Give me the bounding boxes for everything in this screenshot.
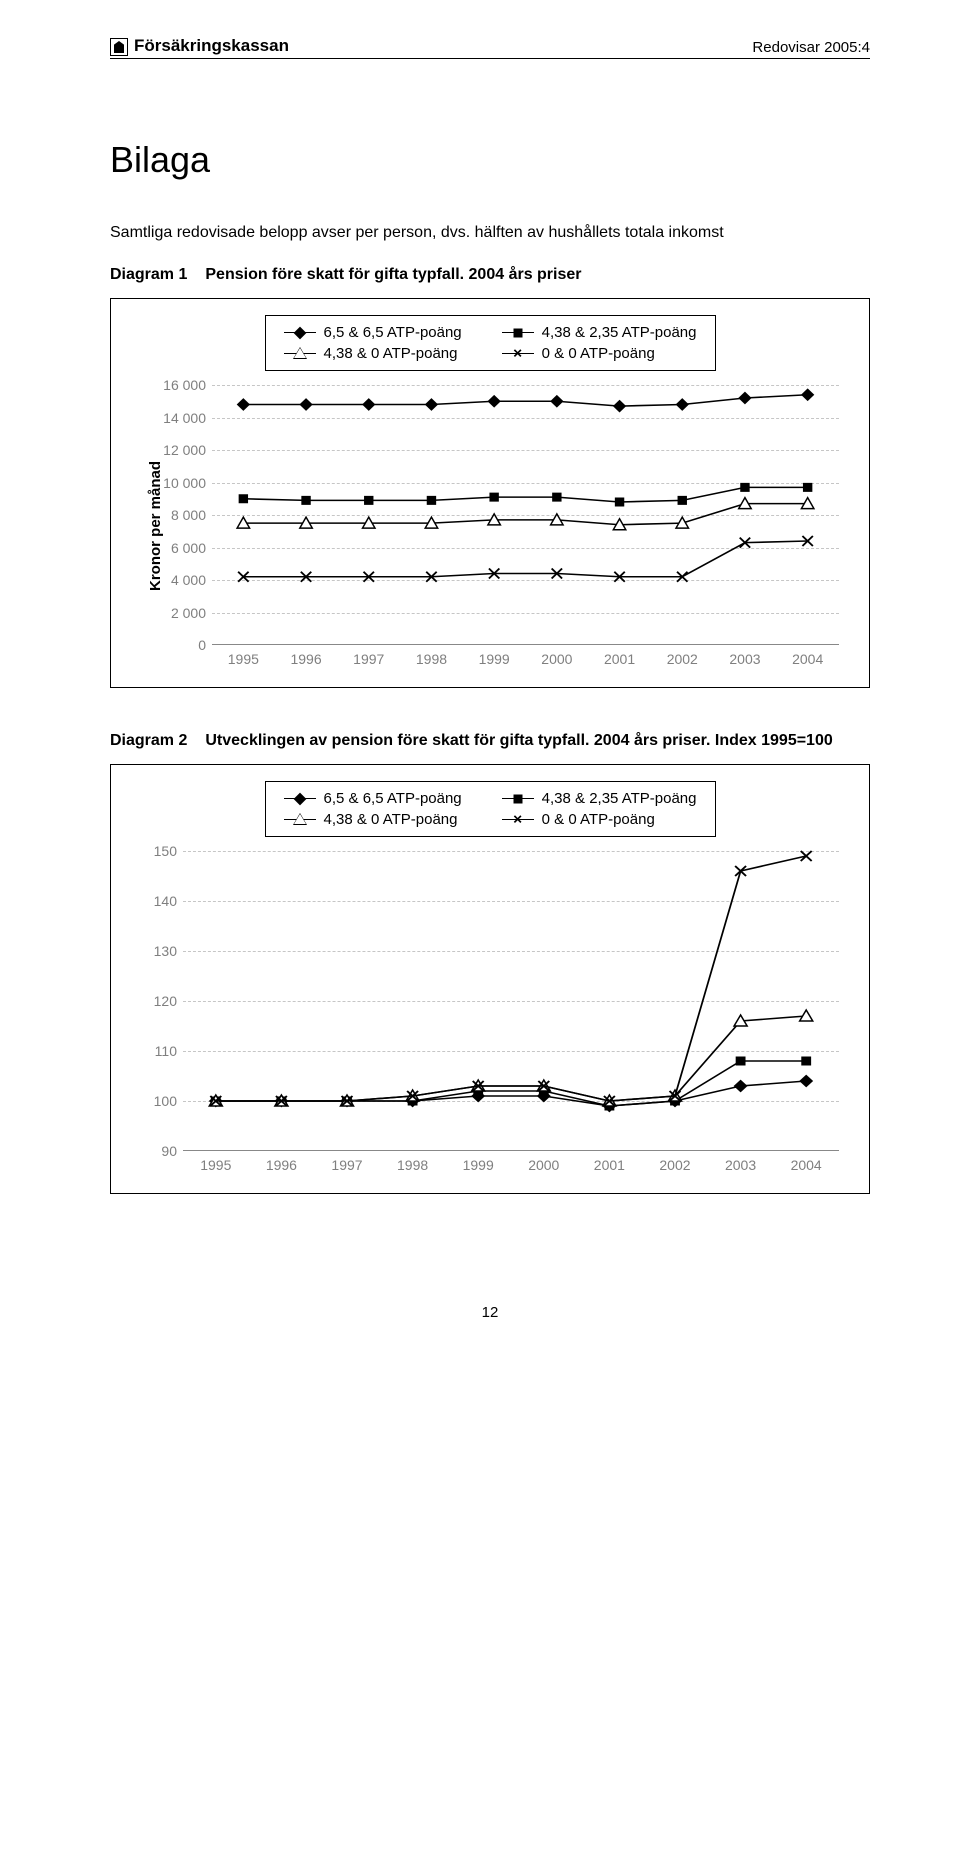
diagram2-legend: 6,5 & 6,5 ATP-poäng 4,38 & 2,35 ATP-poän… bbox=[265, 781, 716, 837]
legend-item: 4,38 & 2,35 ATP-poäng bbox=[502, 324, 697, 341]
legend-label: 4,38 & 2,35 ATP-poäng bbox=[542, 324, 697, 341]
brand-icon bbox=[110, 38, 128, 56]
x-marker-icon bbox=[502, 819, 534, 821]
brand: Försäkringskassan bbox=[110, 36, 289, 56]
x-marker-icon bbox=[502, 353, 534, 355]
header-doc-ref: Redovisar 2005:4 bbox=[752, 39, 870, 56]
legend-item: 4,38 & 0 ATP-poäng bbox=[284, 811, 462, 828]
legend-item: 6,5 & 6,5 ATP-poäng bbox=[284, 324, 462, 341]
diagram1-chart: 6,5 & 6,5 ATP-poäng 4,38 & 2,35 ATP-poän… bbox=[110, 298, 870, 688]
legend-label: 0 & 0 ATP-poäng bbox=[542, 345, 655, 362]
legend-label: 6,5 & 6,5 ATP-poäng bbox=[324, 790, 462, 807]
diagram2-title: Utvecklingen av pension före skatt för g… bbox=[205, 732, 832, 750]
legend-label: 6,5 & 6,5 ATP-poäng bbox=[324, 324, 462, 341]
legend-item: 6,5 & 6,5 ATP-poäng bbox=[284, 790, 462, 807]
legend-item: 0 & 0 ATP-poäng bbox=[502, 811, 697, 828]
legend-label: 4,38 & 0 ATP-poäng bbox=[324, 345, 458, 362]
intro-text: Samtliga redovisade belopp avser per per… bbox=[110, 221, 870, 244]
diamond-marker-icon bbox=[284, 332, 316, 334]
triangle-marker-icon bbox=[284, 819, 316, 821]
square-marker-icon bbox=[502, 798, 534, 800]
diagram1-heading: Diagram 1 Pension före skatt för gifta t… bbox=[110, 266, 870, 284]
diagram2-xticks: 1995199619971998199920002001200220032004 bbox=[183, 1157, 839, 1173]
diagram1-title: Pension före skatt för gifta typfall. 20… bbox=[205, 266, 581, 284]
diagram1-ylabel: Kronor per månad bbox=[141, 385, 164, 667]
square-marker-icon bbox=[502, 332, 534, 334]
legend-label: 4,38 & 2,35 ATP-poäng bbox=[542, 790, 697, 807]
legend-label: 0 & 0 ATP-poäng bbox=[542, 811, 655, 828]
diagram2-plot-area: 90100110120130140150 bbox=[183, 851, 839, 1151]
diagram2-chart: 6,5 & 6,5 ATP-poäng 4,38 & 2,35 ATP-poän… bbox=[110, 764, 870, 1194]
diagram1-plot-area: 02 0004 0006 0008 00010 00012 00014 0001… bbox=[212, 385, 839, 645]
legend-item: 0 & 0 ATP-poäng bbox=[502, 345, 697, 362]
page-header: Försäkringskassan Redovisar 2005:4 bbox=[110, 36, 870, 59]
legend-item: 4,38 & 0 ATP-poäng bbox=[284, 345, 462, 362]
page-number: 12 bbox=[110, 1304, 870, 1321]
diagram1-label: Diagram 1 bbox=[110, 266, 187, 284]
diagram2-label: Diagram 2 bbox=[110, 732, 187, 750]
page-title: Bilaga bbox=[110, 139, 870, 181]
triangle-marker-icon bbox=[284, 353, 316, 355]
legend-item: 4,38 & 2,35 ATP-poäng bbox=[502, 790, 697, 807]
diagram1-legend: 6,5 & 6,5 ATP-poäng 4,38 & 2,35 ATP-poän… bbox=[265, 315, 716, 371]
legend-label: 4,38 & 0 ATP-poäng bbox=[324, 811, 458, 828]
diagram1-xticks: 1995199619971998199920002001200220032004 bbox=[212, 651, 839, 667]
diamond-marker-icon bbox=[284, 798, 316, 800]
brand-name: Försäkringskassan bbox=[134, 36, 289, 56]
diagram2-heading: Diagram 2 Utvecklingen av pension före s… bbox=[110, 732, 870, 750]
